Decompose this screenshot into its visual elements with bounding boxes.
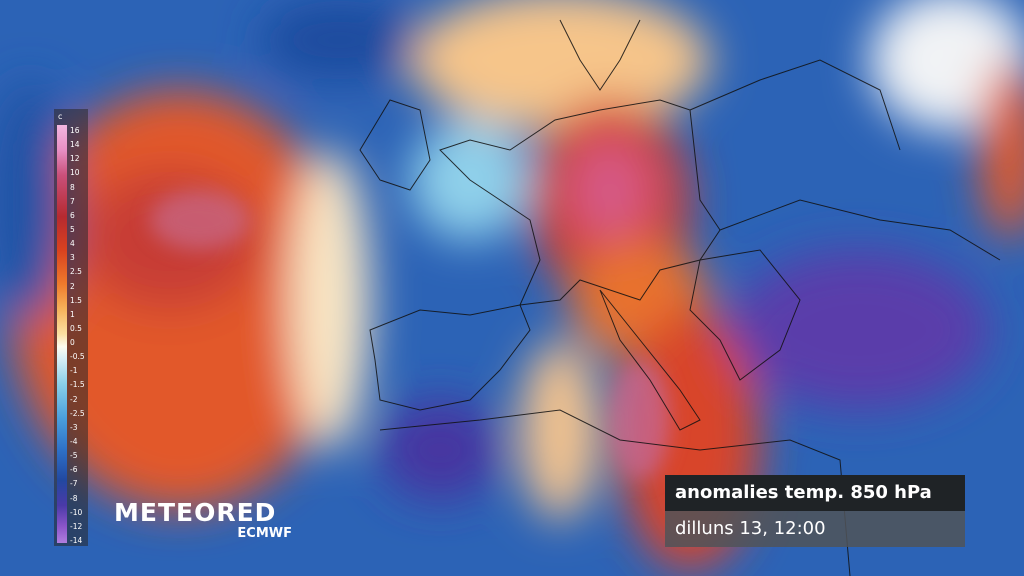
legend-label: -1.5 (70, 380, 85, 390)
legend-label: 16 (70, 126, 80, 135)
info-box: anomalies temp. 850 hPa dilluns 13, 12:0… (665, 475, 965, 547)
legend-label: -4 (70, 437, 78, 447)
legend-label: 10 (70, 168, 80, 178)
brand-name: METEORED (114, 498, 277, 527)
color-legend: c 16 14 12 10 8 7 6 5 4 3 2.5 2 1.5 1 0.5 0 -0.5 -1 -1.5 -2… (54, 109, 88, 546)
legend-label: -2 (70, 394, 78, 404)
legend-label: -14 (70, 536, 83, 545)
legend-label: -2.5 (70, 408, 85, 418)
legend-label: 3 (70, 253, 75, 263)
legend-label: 5 (70, 224, 75, 234)
legend-label: 7 (70, 196, 75, 206)
legend-label: -6 (70, 465, 78, 475)
legend-label: -1 (70, 366, 78, 376)
legend-label: 0 (70, 338, 75, 348)
map-date: dilluns 13, 12:00 (665, 511, 965, 547)
map-title: anomalies temp. 850 hPa (665, 475, 965, 511)
legend-label: 6 (70, 210, 75, 220)
data-source: ECMWF (237, 526, 292, 541)
legend-label: -10 (70, 507, 83, 517)
legend-scale (57, 125, 67, 543)
legend-label: 14 (70, 140, 80, 150)
legend-label: -12 (70, 521, 83, 531)
legend-label: 12 (70, 154, 80, 164)
legend-label: -8 (70, 493, 78, 503)
legend-label: -7 (70, 479, 78, 489)
legend-label: 1.5 (70, 295, 82, 305)
legend-label: -0.5 (70, 352, 85, 362)
legend-label: -3 (70, 422, 78, 432)
legend-unit: c (58, 112, 63, 121)
legend-label: 8 (70, 182, 75, 192)
legend-label: 1 (70, 309, 75, 319)
legend-label: 2.5 (70, 267, 82, 277)
legend-label: 4 (70, 239, 75, 249)
legend-label: 2 (70, 281, 75, 291)
brand-logo: METEORED ECMWF (114, 498, 296, 546)
legend-label: 0.5 (70, 323, 82, 333)
legend-label: -5 (70, 451, 78, 461)
